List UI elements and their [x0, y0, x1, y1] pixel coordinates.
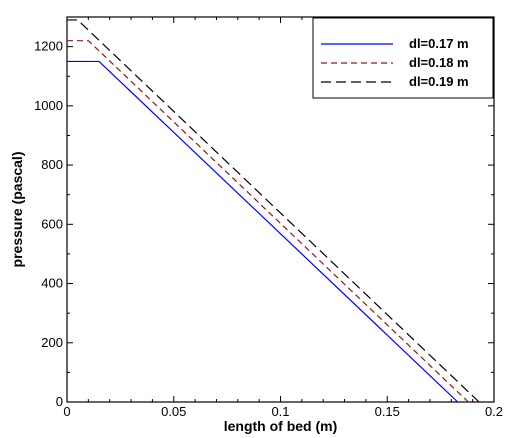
y-tick-label: 1200 — [34, 39, 63, 54]
x-tick-label: 0.05 — [161, 404, 186, 419]
x-tick-label: 0.15 — [375, 404, 400, 419]
series-line-2 — [67, 40, 469, 403]
series-line-1 — [67, 60, 459, 403]
plot-area: 0 200 400 600 800 1000 1200 0 0.05 0.1 0.15 0.2 — [34, 16, 503, 419]
y-axis-title: pressure (pascal) — [9, 152, 25, 268]
series-layer — [67, 19, 480, 403]
legend-label-3: dl=0.19 m — [409, 74, 469, 89]
y-axis: 0 200 400 600 800 1000 1200 — [34, 39, 494, 409]
legend: dl=0.17 m dl=0.18 m dl=0.19 m — [312, 17, 494, 99]
legend-box — [312, 17, 494, 99]
series-line-3 — [67, 19, 480, 403]
legend-label-2: dl=0.18 m — [409, 55, 469, 70]
legend-label-1: dl=0.17 m — [409, 36, 469, 51]
x-axis: 0 0.05 0.1 0.15 0.2 — [63, 17, 503, 419]
y-tick-label: 1000 — [34, 98, 63, 113]
y-tick-label: 800 — [41, 157, 63, 172]
x-tick-label: 0.2 — [485, 404, 503, 419]
y-tick-label: 0 — [56, 394, 63, 409]
x-axis-title: length of bed (m) — [224, 418, 338, 434]
y-tick-label: 200 — [41, 335, 63, 350]
y-tick-label: 400 — [41, 276, 63, 291]
y-tick-label: 600 — [41, 216, 63, 231]
x-tick-label: 0 — [63, 404, 70, 419]
x-tick-label: 0.1 — [271, 404, 289, 419]
